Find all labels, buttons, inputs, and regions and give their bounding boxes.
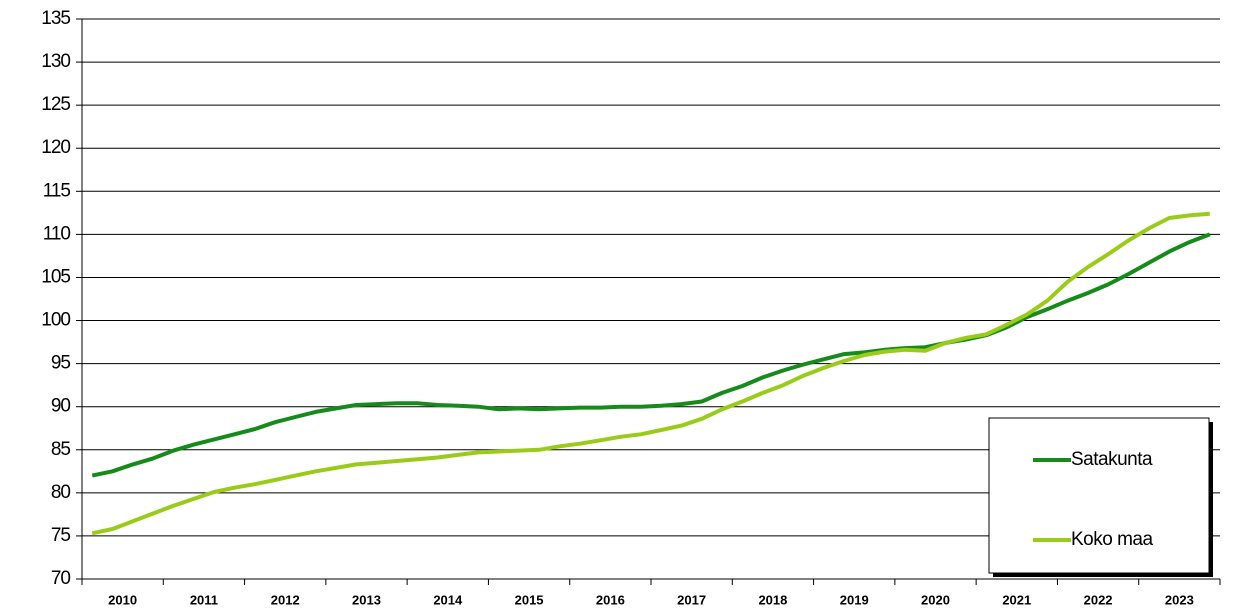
x-tick-label: 2016 bbox=[596, 592, 625, 607]
x-tick-label: 2010 bbox=[108, 592, 137, 607]
legend: Satakunta Koko maa bbox=[988, 417, 1213, 577]
y-tick-label: 95 bbox=[51, 353, 71, 374]
legend-label: Satakunta bbox=[1071, 449, 1153, 470]
x-tick-label: 2013 bbox=[352, 592, 381, 607]
x-tick-label: 2023 bbox=[1165, 592, 1194, 607]
x-tick-label: 2011 bbox=[190, 592, 218, 607]
y-tick-label: 70 bbox=[51, 568, 71, 589]
y-tick-label: 130 bbox=[41, 51, 70, 72]
legend-box bbox=[988, 417, 1210, 574]
x-tick-label: 2022 bbox=[1084, 592, 1113, 607]
x-tick-label: 2017 bbox=[677, 592, 706, 607]
y-tick-label: 120 bbox=[41, 137, 70, 158]
x-tick-label: 2012 bbox=[271, 592, 300, 607]
y-tick-label: 115 bbox=[43, 180, 71, 201]
y-tick-label: 85 bbox=[51, 439, 71, 460]
x-tick-label: 2014 bbox=[433, 592, 463, 607]
y-tick-label: 135 bbox=[41, 8, 70, 29]
y-tick-label: 110 bbox=[43, 223, 71, 244]
data-line bbox=[91, 211, 1210, 536]
x-tick-label: 2020 bbox=[921, 592, 950, 607]
x-tick-label: 2019 bbox=[840, 592, 869, 607]
x-tick-label: 2018 bbox=[758, 592, 787, 607]
y-tick-label: 100 bbox=[41, 310, 70, 331]
y-tick-label: 80 bbox=[51, 482, 71, 503]
y-tick-label: 125 bbox=[41, 94, 70, 115]
x-tick-label: 2015 bbox=[515, 592, 544, 607]
data-line bbox=[91, 232, 1211, 478]
x-tick-label: 2021 bbox=[1002, 592, 1031, 607]
y-tick-label: 75 bbox=[51, 525, 71, 546]
legend-label: Koko maa bbox=[1071, 529, 1153, 550]
y-tick-label: 105 bbox=[41, 266, 70, 287]
y-tick-label: 90 bbox=[51, 396, 71, 417]
